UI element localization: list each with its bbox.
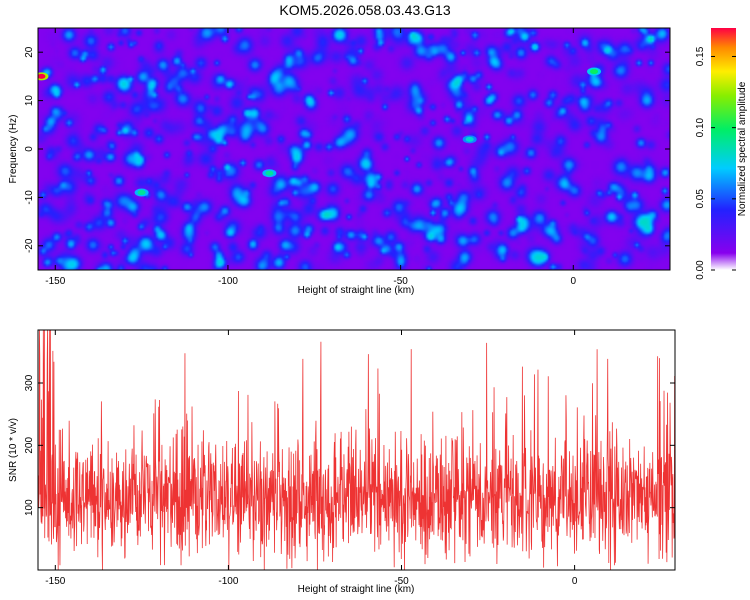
chart-title: KOM5.2026.058.03.43.G13 xyxy=(279,2,450,18)
heatmap-hotspot-core-3 xyxy=(137,190,146,196)
ytick-label: -10 xyxy=(24,190,35,205)
xtick-label: 0 xyxy=(571,276,577,287)
snr-frame xyxy=(37,329,676,571)
ytick-label: 20 xyxy=(24,46,35,58)
colorbar-tick-label: 0.00 xyxy=(695,260,706,280)
snr-xlabel: Height of straight line (km) xyxy=(298,584,415,595)
snr-panel: -150 -100 -50 0 100 200 300 Height of straigh… xyxy=(8,329,676,595)
colorbar-tick-label: 0.05 xyxy=(695,189,706,209)
ytick-label: 300 xyxy=(24,374,35,391)
xtick-label: -150 xyxy=(45,276,65,287)
ytick-label: 0 xyxy=(24,146,35,152)
xtick-label: -50 xyxy=(393,276,408,287)
colorbar-gradient xyxy=(711,28,736,270)
ytick-label: 10 xyxy=(24,95,35,107)
colorbar-tick-label: 0.10 xyxy=(695,117,706,137)
ytick-label: 100 xyxy=(24,499,35,516)
snr-ylabel: SNR (10 * v/v) xyxy=(8,418,19,482)
heatmap-hotspot-core-1 xyxy=(265,170,274,176)
ytick-label: 200 xyxy=(24,437,35,454)
heatmap-hotspot-core-2 xyxy=(590,69,599,75)
colorbar: 0.00 0.05 0.10 0.15 Normalized spectral amp… xyxy=(695,28,748,280)
snr-line-series xyxy=(38,330,675,570)
heatmap-hotspot-core-0 xyxy=(38,73,46,79)
heatmap-xlabel: Height of straight line (km) xyxy=(298,285,415,296)
colorbar-label: Normalized spectral amplitude xyxy=(737,81,748,216)
xtick-label: -100 xyxy=(218,576,238,587)
xtick-label: -50 xyxy=(394,576,409,587)
xtick-label: -100 xyxy=(218,276,238,287)
xtick-label: 0 xyxy=(572,576,578,587)
heatmap-ylabel: Frequency (Hz) xyxy=(8,115,19,184)
heatmap-hotspot-core-4 xyxy=(465,136,474,142)
xtick-label: -150 xyxy=(45,576,65,587)
colorbar-tick-label: 0.15 xyxy=(695,46,706,66)
heatmap-image xyxy=(38,28,670,270)
ytick-label: -20 xyxy=(24,238,35,253)
